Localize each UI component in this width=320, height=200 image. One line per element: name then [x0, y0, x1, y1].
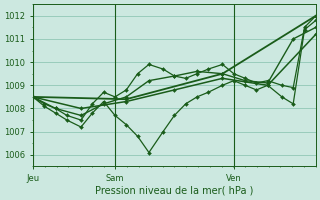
X-axis label: Pression niveau de la mer( hPa ): Pression niveau de la mer( hPa )	[95, 186, 253, 196]
